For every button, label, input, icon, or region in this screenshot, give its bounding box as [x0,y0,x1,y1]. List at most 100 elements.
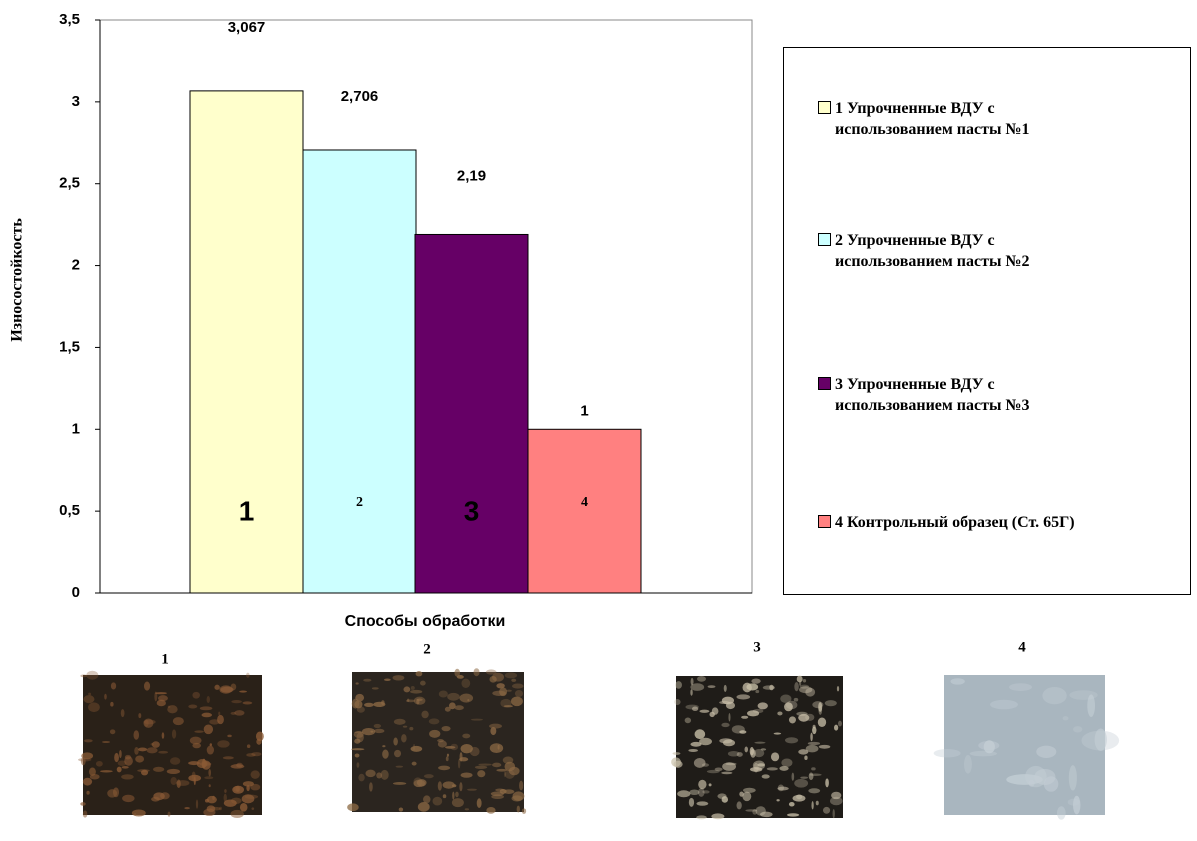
photo-texture [459,782,463,792]
photo-texture [511,678,517,682]
photo-texture [836,686,840,692]
photo-texture [394,749,402,758]
bar-label: 3 [464,495,480,526]
legend-text: 3 Упрочненные ВДУ с использованием пасты… [835,376,1030,414]
photo-texture [711,813,725,820]
photo-texture [674,699,681,706]
photo-texture [698,779,707,790]
photo-texture [478,763,492,766]
photo-texture [490,726,497,736]
legend-text: 4 Контрольный образец (Ст. 65Г) [835,514,1075,531]
photo-texture [410,686,415,690]
photo-texture [381,700,385,706]
legend-text: 1 Упрочненные ВДУ с использованием пасты… [835,100,1030,138]
photo-texture [788,716,796,724]
legend-marker [818,515,831,528]
photo-texture [728,712,731,722]
photo-texture [444,706,451,712]
photo-texture [447,692,460,701]
photo-texture [413,779,426,788]
photo-texture [351,748,365,751]
photo-texture [1025,765,1047,788]
photo-texture [815,800,819,806]
photo-texture [189,736,202,745]
photo-texture [392,782,407,785]
legend-item: 2 Упрочненные ВДУ с использованием пасты… [818,230,1065,272]
photo-texture [83,739,93,743]
photo-texture [485,669,497,675]
photo-texture [88,692,92,696]
photo-texture [133,812,137,816]
photo-texture [361,727,376,736]
photo-texture [781,758,793,767]
photo-texture [161,732,165,739]
photo-texture [218,711,221,716]
photo-texture [134,746,139,755]
photo-texture [423,774,434,779]
photo-texture [754,741,766,744]
photo-texture [1042,686,1067,705]
data-label: 3,067 [228,19,266,36]
photo-texture [454,668,461,677]
photo-texture [167,811,171,817]
photo-texture [802,679,807,683]
photo-texture [146,747,158,754]
photo-texture [445,745,456,749]
photo-texture [727,750,740,757]
photo-texture [736,694,751,700]
photo-texture [158,750,169,754]
photo-texture [442,794,447,799]
photo-texture [152,766,165,772]
photo-texture [121,766,129,769]
photo-texture [95,760,103,767]
photo-texture [721,771,733,775]
photo-texture [460,744,473,754]
photo-texture [208,784,211,788]
photo-texture [809,773,822,776]
photo-texture [442,781,455,789]
photo-texture [714,767,723,772]
photo-texture [242,701,253,705]
photo-texture [810,732,813,742]
photo-texture [410,745,423,752]
photo-texture [169,757,181,765]
photo-texture [184,807,190,810]
photo-texture [86,790,90,795]
photo-texture [167,705,178,714]
photo-texture [804,755,808,761]
photo-texture [451,784,457,788]
photo-texture [770,752,780,762]
photo-texture [227,734,232,738]
photo-texture [88,702,100,713]
photo-texture [135,755,145,763]
bar-label: 4 [581,495,588,510]
photo-texture [100,770,113,773]
photo-texture [131,809,146,817]
y-tick-label: 0 [72,584,80,601]
photo-texture [354,700,363,709]
photo-texture [474,765,488,770]
photo-texture [355,682,359,685]
photo-texture [696,801,709,806]
photo-texture [476,798,482,808]
photo-texture [172,717,184,726]
photo-texture [112,787,120,798]
photo-texture [798,749,809,755]
photo-texture [80,802,86,806]
photo-texture [188,761,200,766]
photo-texture [777,711,783,716]
legend-text: 2 Упрочненные ВДУ с использованием пасты… [835,232,1030,270]
photo-texture [369,782,373,792]
photo-texture [354,731,364,734]
photo-texture [150,742,154,746]
photo-texture [384,678,391,682]
photo-texture [694,729,706,740]
photo-texture [203,808,216,817]
photo-texture [721,696,735,705]
photo-texture [811,767,816,771]
photo [347,668,527,814]
photo-texture [223,799,237,807]
photo-texture [209,743,213,747]
photo-texture [193,776,196,786]
